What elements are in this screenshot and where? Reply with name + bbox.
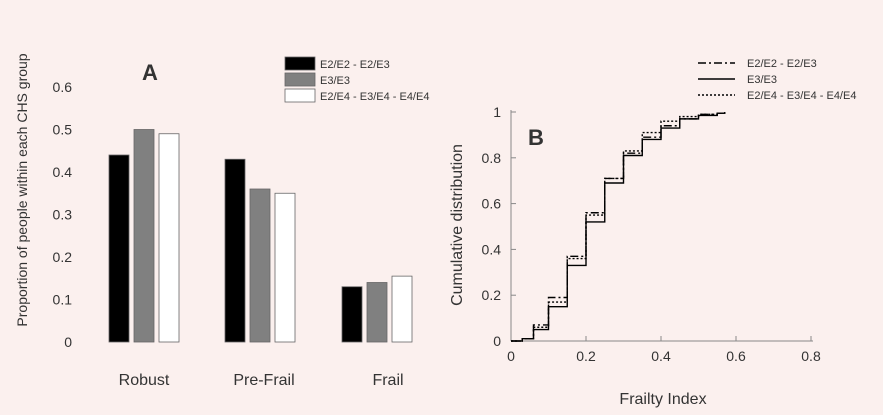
bar-robust-series-2 — [133, 129, 155, 343]
panel-b-y-tick-label: 0.8 — [482, 150, 502, 166]
panel-b-y-tick-label: 0 — [493, 333, 501, 349]
panel-a-y-tick-label: 0.4 — [53, 164, 73, 180]
bar-pre-frail-series-2 — [249, 188, 271, 343]
bar-pre-frail-series-1 — [224, 158, 246, 343]
panel-a-legend-label-2: E3/E3 — [320, 75, 350, 87]
panel-b-x-tick-label: 0.8 — [801, 348, 821, 364]
panel-b-x-axis-label: Frailty Index — [619, 391, 706, 408]
bar-frail-series-3 — [391, 275, 413, 343]
panel-b-label: B — [528, 125, 544, 150]
panel-b-x-tick-label: 0.4 — [651, 348, 671, 364]
panel-a-label: A — [142, 60, 158, 85]
bar-robust-series-3 — [158, 133, 180, 343]
panel-b-y-tick-label: 0.4 — [482, 241, 502, 257]
bar-robust-series-1 — [108, 154, 130, 343]
panel-a-category-label: Robust — [119, 372, 170, 389]
panel-a-y-tick-label: 0 — [64, 334, 72, 350]
panel-b-series-line-3 — [511, 112, 726, 342]
panel-b-lines — [511, 112, 726, 342]
panel-b-y-tick-label: 1 — [493, 104, 501, 120]
panel-b-y-tick-label: 0.6 — [482, 196, 502, 212]
panel-a-legend-label-1: E2/E2 - E2/E3 — [320, 59, 390, 71]
panel-b-legend-label-1: E2/E2 - E2/E3 — [747, 58, 817, 70]
panel-a-y-tick-label: 0.5 — [53, 122, 73, 138]
bar-frail-series-2 — [366, 282, 388, 343]
panel-a-bars — [108, 129, 413, 343]
panel-a-y-tick-label: 0.3 — [53, 207, 73, 223]
panel-b-legend-label-2: E3/E3 — [747, 74, 777, 86]
panel-a-y-tick-label: 0.2 — [53, 249, 73, 265]
bar-frail-series-1 — [341, 286, 363, 343]
panel-b-x-tick-label: 0.2 — [576, 348, 596, 364]
panel-b: Cumulative distribution B Frailty Index … — [449, 58, 856, 408]
panel-b-legend: E2/E2 - E2/E3 E3/E3 E2/E4 - E3/E4 - E4/E4 — [698, 58, 856, 102]
panel-b-x-tick-label: 0 — [507, 348, 515, 364]
panel-a-y-tick-label: 0.6 — [53, 79, 73, 95]
panel-b-axes: 0 0.2 0.4 0.6 0.8 0 0.2 0.4 0.6 0.8 1 — [482, 104, 821, 364]
panel-a-y-axis-label: Proportion of people within each CHS gro… — [14, 53, 30, 326]
panel-a-y-tick-label: 0.1 — [53, 292, 73, 308]
panel-b-series-line-2 — [511, 112, 726, 342]
panel-a-legend-swatch-3 — [284, 88, 316, 103]
panel-a-legend: E2/E2 - E2/E3 E3/E3 E2/E4 - E3/E4 - E4/E4 — [284, 56, 429, 103]
panel-b-y-axis-label: Cumulative distribution — [449, 144, 466, 306]
panel-a-category-label: Frail — [372, 372, 403, 389]
panel-b-y-tick-label: 0.2 — [482, 287, 502, 303]
panel-a: Proportion of people within each CHS gro… — [14, 53, 429, 389]
panel-b-x-tick-label: 0.6 — [726, 348, 746, 364]
panel-a-axes: 0 0.1 0.2 0.3 0.4 0.5 0.6 Robust Pre-Frail Frail — [53, 79, 404, 389]
panel-a-legend-label-3: E2/E4 - E3/E4 - E4/E4 — [320, 91, 429, 103]
panel-a-legend-swatch-2 — [284, 72, 316, 87]
panel-a-legend-swatch-1 — [284, 56, 316, 71]
bar-pre-frail-series-3 — [274, 192, 296, 343]
panel-b-legend-label-3: E2/E4 - E3/E4 - E4/E4 — [747, 90, 856, 102]
panel-a-category-label: Pre-Frail — [233, 372, 294, 389]
